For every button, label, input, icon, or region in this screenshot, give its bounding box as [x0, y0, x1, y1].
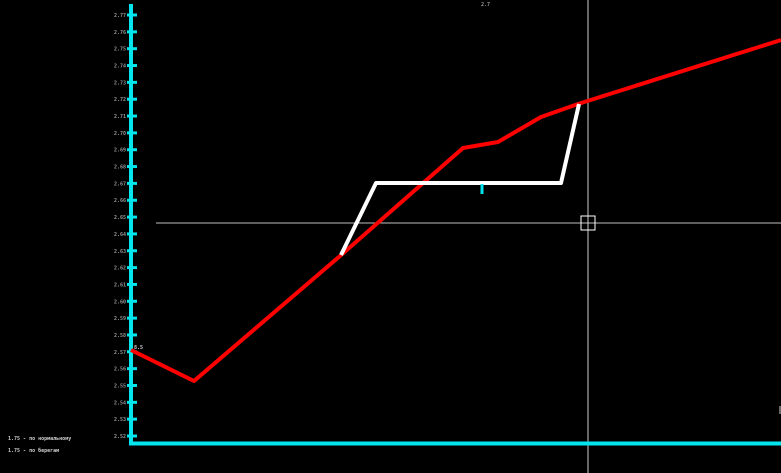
- axis-tick-label: 2.69: [114, 148, 126, 154]
- axis-tick-label: 2.53: [114, 417, 126, 423]
- profile-line[interactable]: [130, 38, 781, 383]
- axis-tick-label: 2.72: [114, 97, 126, 103]
- axis-tick-label: 2.70: [114, 131, 126, 137]
- axis-tick-label: 2.59: [114, 316, 126, 322]
- top-label: 2.7: [481, 2, 490, 8]
- axis-tick-label: 2.75: [114, 47, 126, 53]
- axis-tick-label: 2.55: [114, 383, 126, 389]
- axis-tick-label: 2.61: [114, 282, 126, 288]
- axis-tick-label: 2.56: [114, 367, 126, 373]
- axis-tick-label: 2.71: [114, 114, 126, 120]
- axis-tick-label: 2.68: [114, 165, 126, 171]
- axis-tick-label: 2.65: [114, 215, 126, 221]
- axis-tick-label: 2.64: [114, 232, 126, 238]
- design-line[interactable]: [339, 103, 581, 256]
- axis-tick-label: 2.77: [114, 13, 126, 19]
- axis-tick-label: 2.74: [114, 64, 126, 70]
- crosshair-pickbox-icon: [580, 215, 596, 231]
- axis-tick-label: 2.62: [114, 266, 126, 272]
- axis-tick-label: 2.58: [114, 333, 126, 339]
- axis-tick-label: 2.67: [114, 181, 126, 187]
- axis-tick-label: 2.73: [114, 80, 126, 86]
- axis-tick-label: 2.57: [114, 350, 126, 356]
- axis-tick-label: 2.63: [114, 249, 126, 255]
- axis-ticks-group: 2.77 2.76 2.75 2.74 2.73 2.72 2.71 2.70 2.69 2.68…: [114, 13, 137, 440]
- axis-tick-label: 2.52: [114, 434, 126, 440]
- axis-tick-label: 2.76: [114, 30, 126, 36]
- axis-tick-label: 2.66: [114, 198, 126, 204]
- legend-line-1: 1.75 - по нормальному: [8, 436, 71, 442]
- axis-tick-label: 2.54: [114, 400, 126, 406]
- start-level-label: 8.5: [134, 345, 143, 351]
- axis-tick-label: 2.60: [114, 299, 126, 305]
- legend-line-2: 1.75 - по берегам: [8, 447, 59, 454]
